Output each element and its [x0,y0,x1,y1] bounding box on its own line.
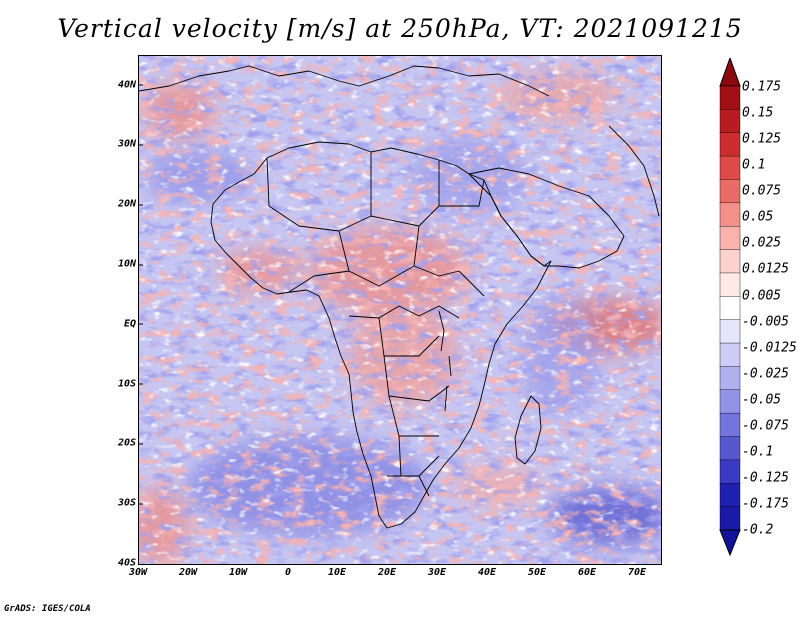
colorbar-label: -0.005 [742,314,789,330]
lat-label: 20N [117,198,136,210]
colorbar-label: 0.0125 [742,261,789,277]
colorbar-label: -0.025 [742,366,789,382]
colorbar-band [719,459,741,484]
lon-label: 60E [577,567,597,578]
lat-label: 30S [117,497,136,509]
colorbar-band [719,319,741,344]
lat-label: 30N [117,138,136,150]
lon-label: 0 [284,567,292,578]
colorbar-label: -0.1 [742,444,774,460]
lakes [438,310,452,412]
lon-label: 50E [527,567,547,578]
colorbar-label: 0.075 [742,183,782,199]
country-borders [139,65,660,529]
lon-label: 30W [128,567,148,578]
lat-lon-ticks [139,84,143,505]
lon-label: 20E [377,567,397,578]
lat-label: 40N [117,79,136,91]
colorbar-label: 0.025 [742,235,782,251]
lat-label: 40S [117,557,136,569]
colorbar-label: 0.125 [742,131,782,147]
india-coast [608,125,660,217]
colorbar-label: 0.175 [742,79,782,95]
arabian-peninsula [468,167,625,269]
lon-label: 10W [228,567,248,578]
lon-label: 40E [477,567,497,578]
colorbar-band [719,506,741,531]
colorbar-band [719,342,741,368]
colorbar-band [719,109,741,134]
colorbar-label: -0.0125 [742,340,797,356]
lon-label: 30E [427,567,447,578]
colorbar-band [719,412,741,438]
colorbar-label: -0.2 [742,522,774,538]
footer-credit: GrADS: IGES/COLA [4,604,91,614]
colorbar-label: -0.075 [742,418,789,434]
lat-label: 10S [117,378,136,390]
colorbar-label: 0.05 [742,209,774,225]
colorbar-label: 0.005 [742,288,782,304]
colorbar-top-arrow [719,58,741,87]
colorbar-bottom-arrow [719,529,741,557]
colorbar-band [719,436,741,461]
madagascar-outline [514,395,542,465]
colorbar-band [719,179,741,204]
colorbar-label: 0.1 [742,157,766,173]
colorbar-band [719,132,741,157]
colorbar-band [719,389,741,414]
map-title: Vertical velocity [m/s] at 250hPa, VT: 2… [57,14,743,43]
colorbar-band [719,249,741,274]
lat-label: 20S [117,437,136,449]
map-plot-area [138,55,662,565]
colorbar-label: 0.15 [742,105,774,121]
lon-label: 10E [327,567,347,578]
velocity-field-map [139,56,661,564]
europe-coast [139,65,550,97]
colorbar-band [719,85,741,111]
lat-label: 10N [117,258,136,270]
internal-borders-south [387,435,440,497]
colorbar-band [719,296,741,321]
colorbar-bands [719,85,741,531]
colorbar-band [719,155,741,181]
colorbar-band [719,226,741,251]
colorbar-label: -0.05 [742,392,782,408]
internal-borders-north [266,152,485,272]
lat-label: EQ [123,318,136,330]
colorbar-band [719,483,741,508]
lon-label: 20W [178,567,198,578]
colorbar-label: -0.125 [742,470,789,486]
colorbar-band [719,272,741,298]
colorbar-band [719,366,741,391]
colorbar [719,58,741,557]
colorbar-label: -0.175 [742,496,789,512]
colorbar-band [719,202,741,227]
lon-label: 70E [627,567,647,578]
africa-coastline [210,141,552,529]
internal-borders-central [288,265,485,437]
